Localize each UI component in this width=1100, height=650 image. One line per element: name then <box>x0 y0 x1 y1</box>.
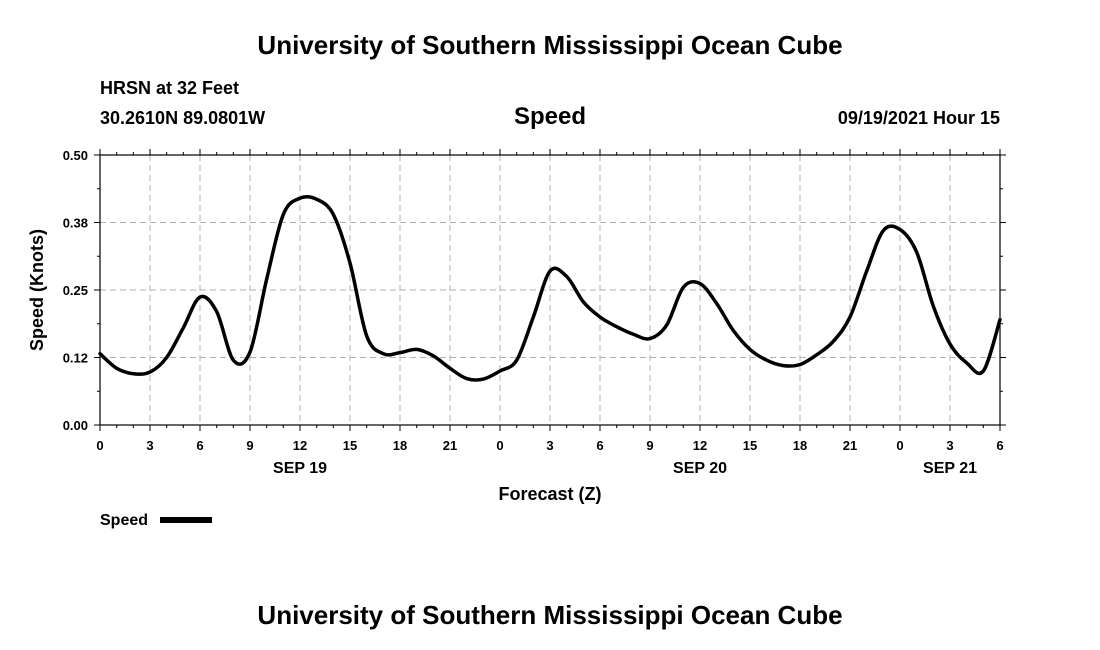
x-tick-label: 6 <box>996 438 1003 453</box>
series-line-speed <box>98 194 1002 382</box>
day-label: SEP 20 <box>673 460 727 477</box>
y-tick-label: 0.12 <box>63 351 88 366</box>
x-tick-label: 0 <box>496 438 503 453</box>
legend-swatch <box>160 517 212 523</box>
forecast-date: 09/19/2021 Hour 15 <box>838 108 1000 128</box>
x-tick-label: 21 <box>843 438 857 453</box>
x-tick-label: 15 <box>743 438 757 453</box>
x-tick-label: 12 <box>693 438 707 453</box>
x-tick-label: 18 <box>393 438 407 453</box>
x-tick-label: 21 <box>443 438 457 453</box>
y-tick-label: 0.50 <box>63 148 88 163</box>
chart-title-top: University of Southern Mississippi Ocean… <box>257 30 842 60</box>
y-tick-label: 0.38 <box>63 216 88 231</box>
x-axis-title: Forecast (Z) <box>498 484 601 504</box>
station-coordinates: 30.2610N 89.0801W <box>100 108 265 128</box>
x-tick-label: 12 <box>293 438 307 453</box>
x-tick-label: 3 <box>546 438 553 453</box>
x-tick-label: 0 <box>96 438 103 453</box>
x-tick-label: 18 <box>793 438 807 453</box>
axes: 0.00 0.12 0.25 0.38 0.50 0 3 6 9 12 15 18 21 0 3 6 9 12 15… <box>63 148 1006 477</box>
grid <box>100 155 1000 425</box>
x-tick-label: 3 <box>946 438 953 453</box>
day-label: SEP 19 <box>273 460 327 477</box>
series-layer <box>98 194 1002 382</box>
x-tick-label: 9 <box>646 438 653 453</box>
y-axis-title: Speed (Knots) <box>27 229 47 351</box>
y-tick-label: 0.25 <box>63 283 88 298</box>
x-tick-label: 0 <box>896 438 903 453</box>
legend: Speed <box>100 512 212 529</box>
x-tick-label: 9 <box>246 438 253 453</box>
day-label: SEP 21 <box>923 460 977 477</box>
x-tick-label: 6 <box>596 438 603 453</box>
x-tick-label: 15 <box>343 438 357 453</box>
chart-title-bottom: University of Southern Mississippi Ocean… <box>257 600 842 630</box>
x-tick-label: 6 <box>196 438 203 453</box>
variable-title: Speed <box>514 103 586 130</box>
station-label: HRSN at 32 Feet <box>100 78 239 98</box>
y-tick-label: 0.00 <box>63 418 88 433</box>
x-tick-label: 3 <box>146 438 153 453</box>
legend-label: Speed <box>100 512 148 529</box>
